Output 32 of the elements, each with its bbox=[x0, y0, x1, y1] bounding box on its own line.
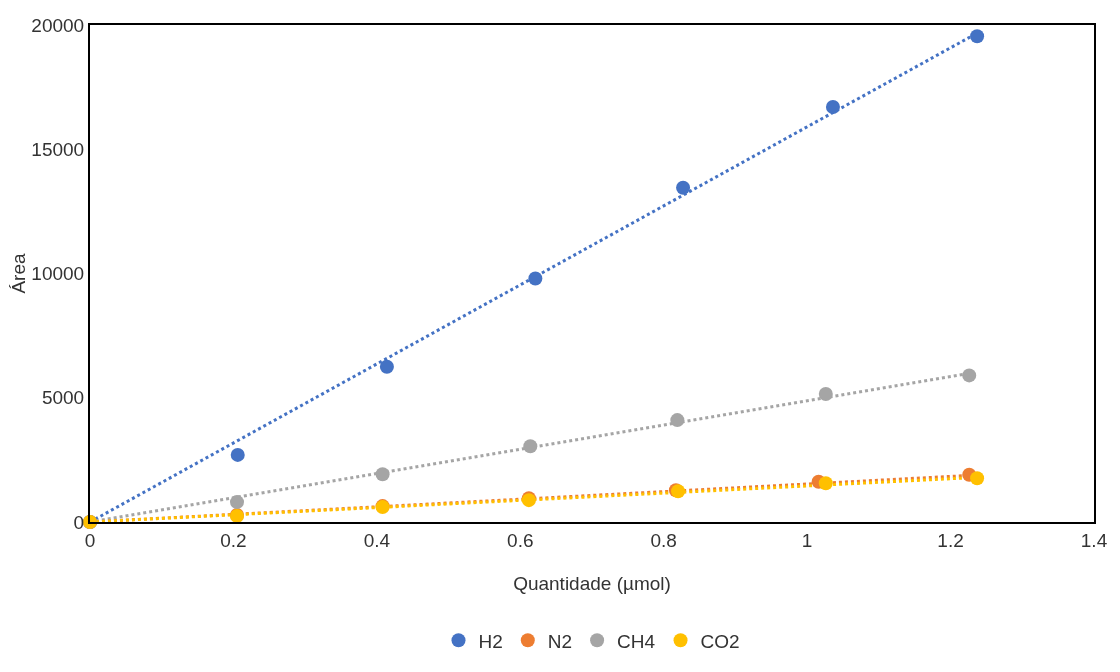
x-axis-title: Quantidade (µmol) bbox=[513, 573, 671, 594]
point bbox=[375, 467, 390, 482]
point bbox=[379, 359, 394, 374]
point bbox=[670, 413, 685, 428]
point bbox=[230, 447, 245, 462]
x-tick-label: 1 bbox=[801, 529, 813, 551]
y-tick-label: 0 bbox=[73, 511, 85, 533]
x-tick-label: 1.4 bbox=[1080, 529, 1108, 551]
y-axis-title: Área bbox=[8, 253, 30, 294]
y-tick-label: 15000 bbox=[31, 138, 85, 160]
x-tick-label: 0.6 bbox=[507, 529, 534, 551]
point bbox=[825, 100, 840, 114]
y-tick-label: 20000 bbox=[31, 14, 85, 36]
point bbox=[818, 476, 833, 491]
x-tick-label: 1.2 bbox=[937, 529, 964, 551]
x-tick-label: 0.2 bbox=[220, 529, 247, 551]
point bbox=[528, 271, 543, 286]
point bbox=[230, 495, 245, 510]
legend-label: H2 bbox=[478, 630, 503, 652]
x-tick-label: 0.8 bbox=[650, 529, 677, 551]
legend-label: CO2 bbox=[700, 630, 740, 652]
point bbox=[962, 368, 977, 383]
y-tick-label: 5000 bbox=[41, 387, 85, 409]
y-tick-label: 10000 bbox=[31, 263, 85, 285]
point bbox=[676, 180, 691, 195]
legend-label: N2 bbox=[547, 630, 573, 652]
legend-label: CH4 bbox=[617, 630, 656, 652]
x-tick-label: 0.4 bbox=[363, 529, 391, 551]
point bbox=[970, 29, 985, 44]
point bbox=[523, 439, 538, 454]
point bbox=[818, 387, 833, 402]
point bbox=[970, 471, 985, 486]
